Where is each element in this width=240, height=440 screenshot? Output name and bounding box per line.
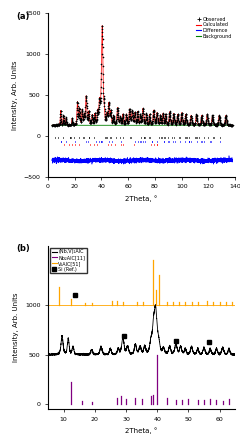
Legend: Observed, Calculated, Difference, Background: Observed, Calculated, Difference, Backgr… xyxy=(195,16,233,40)
X-axis label: 2Theta, °: 2Theta, ° xyxy=(126,195,158,202)
Y-axis label: Intensity, Arb. Units: Intensity, Arb. Units xyxy=(12,60,18,130)
Text: (b): (b) xyxy=(16,244,30,253)
Legend: (Nb,V)₂AlC, Nb₂AlC[11], V₂AlC[51], Si (Ref.): (Nb,V)₂AlC, Nb₂AlC[11], V₂AlC[51], Si (R… xyxy=(50,248,87,273)
X-axis label: 2Theta, °: 2Theta, ° xyxy=(126,427,158,434)
Y-axis label: Intensity, Arb. Units: Intensity, Arb. Units xyxy=(13,293,19,362)
Text: (a): (a) xyxy=(16,11,30,21)
